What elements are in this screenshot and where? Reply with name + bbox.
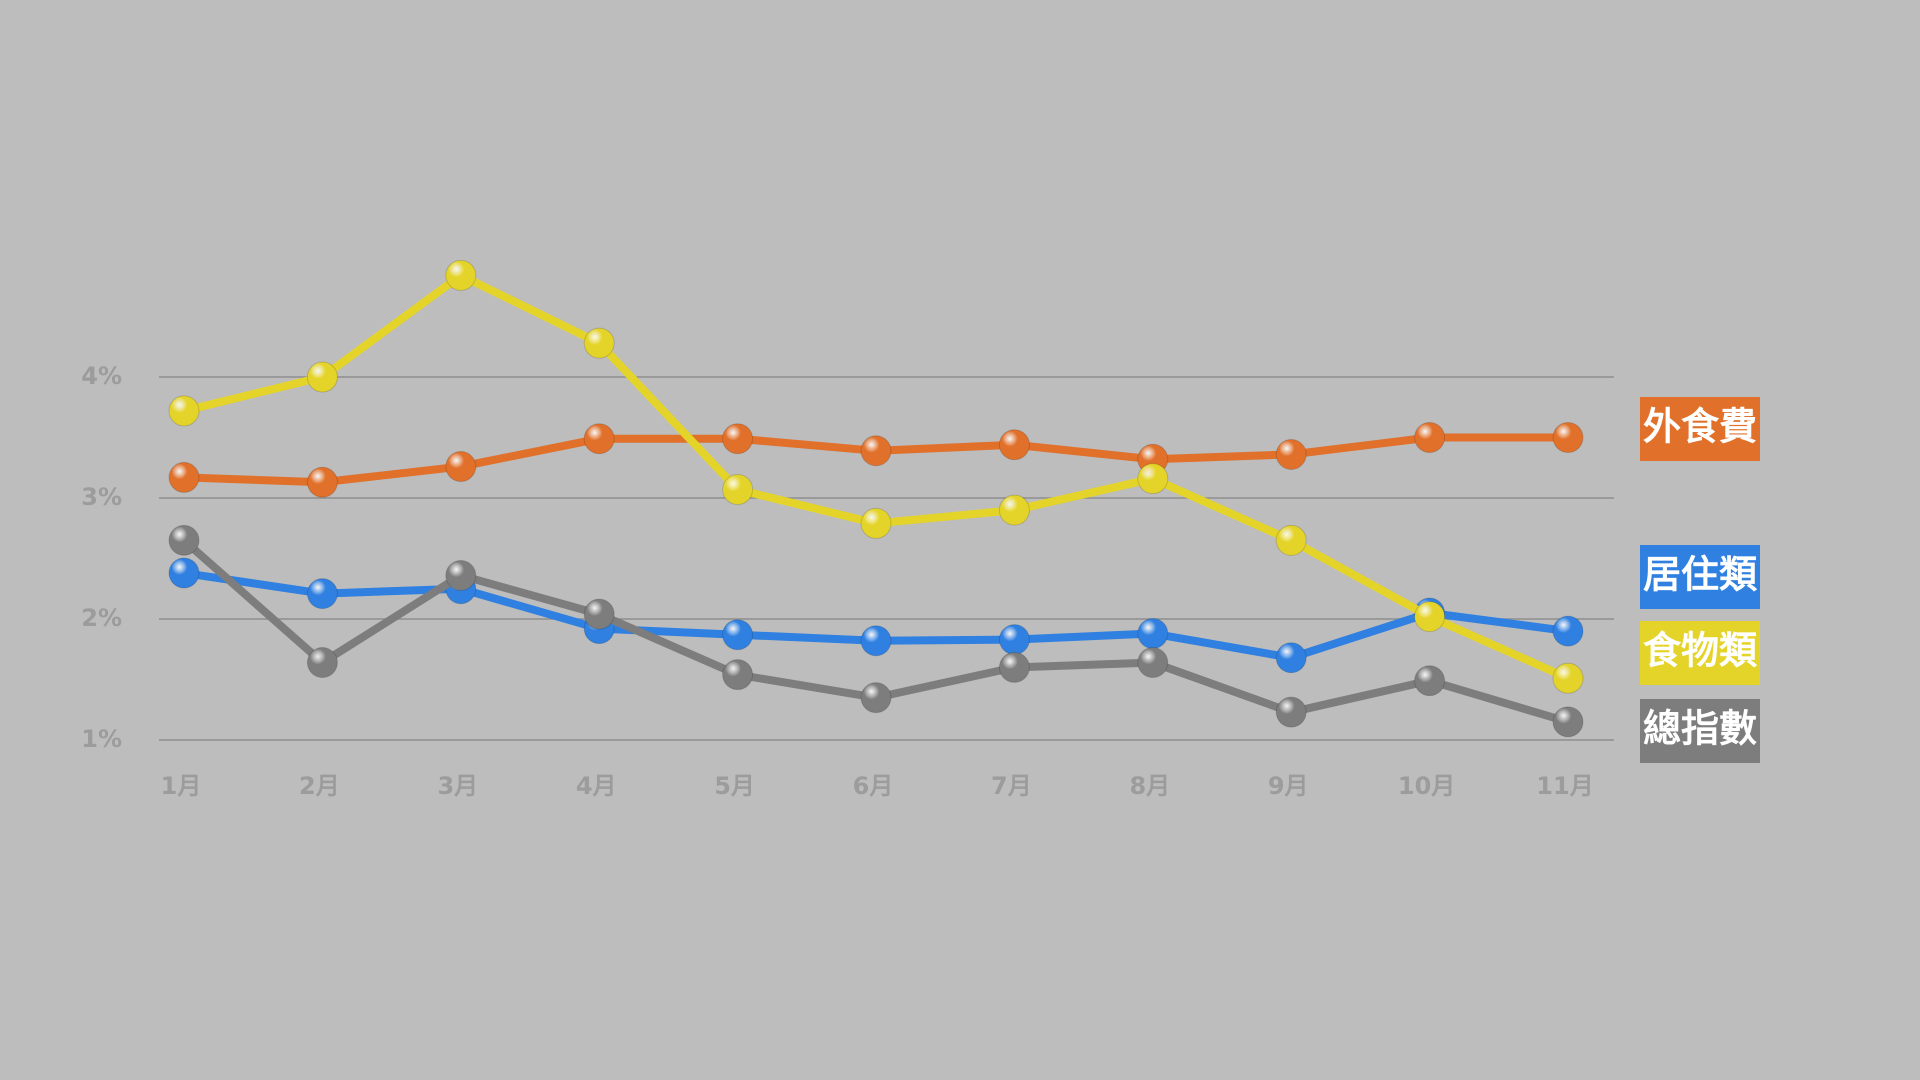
x-tick-label: 7月 bbox=[991, 772, 1032, 800]
point bbox=[1552, 706, 1584, 738]
point bbox=[1137, 647, 1169, 679]
x-tick-label: 8月 bbox=[1129, 772, 1170, 800]
point bbox=[998, 429, 1030, 461]
x-tick-label: 5月 bbox=[714, 772, 755, 800]
legend-swatch bbox=[1640, 699, 1760, 763]
point bbox=[860, 435, 892, 467]
point bbox=[1414, 601, 1446, 633]
legend-swatch bbox=[1640, 545, 1760, 609]
point bbox=[1552, 662, 1584, 694]
point bbox=[998, 651, 1030, 683]
point bbox=[306, 647, 338, 679]
point bbox=[306, 466, 338, 498]
point bbox=[722, 423, 754, 455]
point bbox=[1552, 615, 1584, 647]
point bbox=[998, 494, 1030, 526]
legend-swatch bbox=[1640, 397, 1760, 461]
point bbox=[722, 474, 754, 506]
x-tick-label: 4月 bbox=[576, 772, 617, 800]
point bbox=[860, 507, 892, 539]
x-tick-label: 3月 bbox=[437, 772, 478, 800]
point bbox=[1275, 524, 1307, 556]
legend-label: 食物類 bbox=[1643, 629, 1758, 673]
legend-label: 居住類 bbox=[1643, 553, 1758, 597]
legend-label: 總指數 bbox=[1643, 707, 1757, 751]
point bbox=[583, 423, 615, 455]
point bbox=[1552, 422, 1584, 453]
point bbox=[1275, 696, 1307, 728]
point bbox=[1414, 665, 1446, 697]
y-tick-label: 1% bbox=[81, 725, 122, 753]
point bbox=[168, 524, 200, 556]
point bbox=[445, 451, 477, 483]
point bbox=[998, 624, 1030, 656]
point bbox=[1137, 463, 1169, 495]
y-tick-label: 2% bbox=[81, 604, 122, 632]
point bbox=[722, 659, 754, 691]
point bbox=[306, 361, 338, 393]
point bbox=[168, 461, 200, 493]
x-tick-label: 6月 bbox=[853, 772, 894, 800]
point bbox=[860, 625, 892, 657]
legend-swatch bbox=[1640, 621, 1760, 685]
y-tick-label: 3% bbox=[81, 483, 122, 511]
point bbox=[1275, 438, 1307, 470]
point bbox=[306, 578, 338, 610]
point bbox=[1137, 618, 1169, 650]
y-tick-label: 4% bbox=[81, 362, 122, 390]
x-tick-label: 9月 bbox=[1268, 772, 1309, 800]
point bbox=[860, 682, 892, 714]
point bbox=[168, 395, 200, 427]
point bbox=[583, 327, 615, 359]
x-tick-label: 10月 bbox=[1398, 772, 1455, 800]
point bbox=[722, 619, 754, 651]
point bbox=[168, 557, 200, 589]
point bbox=[445, 259, 477, 291]
legend-label: 外食費 bbox=[1643, 405, 1757, 449]
point bbox=[1414, 422, 1446, 453]
x-tick-label: 2月 bbox=[299, 772, 340, 800]
x-tick-label: 1月 bbox=[161, 772, 202, 800]
point bbox=[1275, 642, 1307, 674]
x-tick-label: 11月 bbox=[1536, 772, 1593, 800]
point bbox=[583, 598, 615, 630]
point bbox=[445, 559, 477, 591]
